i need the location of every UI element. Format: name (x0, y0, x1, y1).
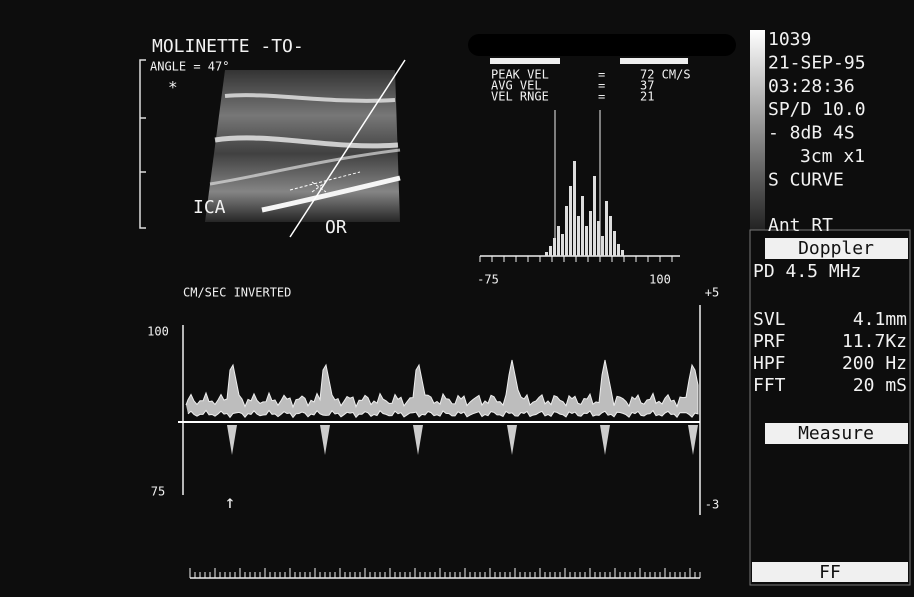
setting-label: FFT (753, 375, 786, 396)
scale-label: -3 (705, 498, 719, 512)
scale-label: 75 (151, 485, 165, 499)
spectrum-bar (609, 216, 612, 256)
gray-bar (750, 30, 765, 230)
spectrum-bar (545, 252, 548, 256)
screen: MOLINETTE -TO- ANGLE = 47° * ICA OR PEAK… (0, 0, 914, 597)
panel-line: - 8dB 4S (768, 123, 855, 144)
waveform-title: CM/SEC INVERTED (183, 286, 291, 300)
setting-value: 4.1mm (853, 309, 907, 330)
indicator (490, 58, 560, 64)
readout-label: VEL RNGE (491, 90, 549, 104)
setting-value: 11.7Kz (842, 331, 907, 352)
spectrum-bar (621, 250, 624, 256)
setting-label: PRF (753, 331, 786, 352)
spectrum-bar (605, 201, 608, 256)
footer-label[interactable]: FF (819, 562, 841, 583)
title: MOLINETTE -TO- (152, 36, 304, 57)
spectrum-bar (581, 196, 584, 256)
spectrum-bar (585, 226, 588, 256)
spectrum-axis-label: 100 (649, 273, 671, 287)
spectrum-bar (565, 206, 568, 256)
angle-label: ANGLE = 47° (150, 60, 229, 74)
location: Ant RT (768, 215, 833, 236)
spectrum-bar (569, 186, 572, 256)
spectrum-bar (553, 238, 556, 256)
setting-label: HPF (753, 353, 786, 374)
spectrum-bar (577, 216, 580, 256)
spectrum-bar (597, 221, 600, 256)
spectrum-bar (617, 244, 620, 256)
cursor-arrow: ↑ (225, 492, 236, 513)
panel-line: 21-SEP-95 (768, 52, 866, 73)
panel-line: 3cm x1 (800, 146, 865, 167)
spectrum-bar (589, 211, 592, 256)
menu-label[interactable]: Measure (798, 423, 874, 444)
spectrum-bar (601, 236, 604, 256)
page: {"header": {"title": "MOLINETTE -TO-", "… (0, 0, 914, 597)
setting-label: SVL (753, 309, 786, 330)
panel-line: SP/D 10.0 (768, 99, 866, 120)
readout-eq: = (598, 90, 605, 104)
probe: PD 4.5 MHz (753, 261, 861, 282)
spectrum-axis-label: -75 (477, 273, 499, 287)
indicator (620, 58, 688, 64)
panel-line: S CURVE (768, 169, 844, 190)
image-label: OR (325, 217, 347, 238)
spectrum-bar (549, 246, 552, 256)
spectrum-bar (561, 234, 564, 256)
marker: * (168, 78, 178, 97)
vessel-label: ICA (193, 197, 226, 218)
spectrum-bar (593, 176, 596, 256)
spectrum-bar (557, 226, 560, 256)
scale-label: 100 (147, 325, 169, 339)
scale-label: +5 (705, 286, 719, 300)
panel-line: 03:28:36 (768, 76, 855, 97)
panel-line: 1039 (768, 29, 811, 50)
readout-value: 21 (640, 90, 654, 104)
spectrum-bar (613, 231, 616, 256)
setting-value: 200 Hz (842, 353, 907, 374)
redaction (468, 34, 736, 56)
mode-label[interactable]: Doppler (798, 238, 874, 259)
spectrum-bar (573, 161, 576, 256)
setting-value: 20 mS (853, 375, 907, 396)
